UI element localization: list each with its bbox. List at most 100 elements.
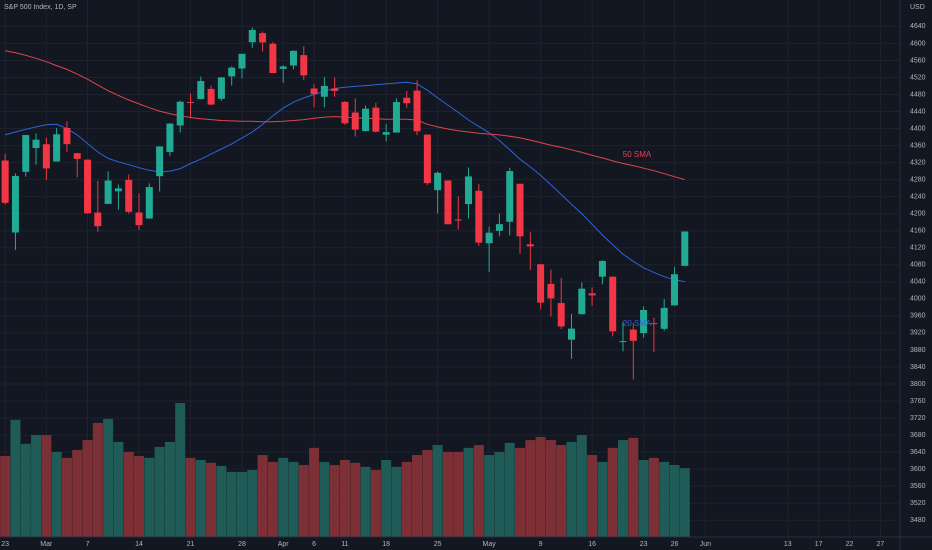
candle-body — [681, 231, 689, 266]
x-tick-label: 21 — [187, 541, 195, 548]
volume-bar — [103, 418, 114, 537]
y-tick-label: 4320 — [910, 159, 926, 166]
y-tick-label: 3840 — [910, 364, 926, 371]
candle-body — [197, 81, 205, 100]
x-tick-label: Mar — [40, 541, 53, 548]
candle-body — [619, 341, 627, 343]
candle-body — [362, 108, 370, 131]
y-tick-label: 4160 — [910, 228, 926, 235]
x-tick-label: May — [483, 541, 497, 548]
volume-bar — [422, 450, 433, 537]
candle-body — [269, 43, 277, 74]
volume-bar — [587, 455, 598, 537]
y-tick-label: 4040 — [910, 279, 926, 286]
y-tick-label: 4120 — [910, 245, 926, 252]
volume-bar — [412, 455, 423, 537]
volume-bar — [144, 457, 155, 537]
chart-title: S&P 500 Index, 1D, SP — [4, 4, 77, 11]
volume-bar — [257, 455, 268, 537]
candle-body — [104, 180, 112, 204]
x-tick-label: 13 — [784, 541, 792, 548]
x-tick-label: 27 — [877, 541, 885, 548]
candle-body — [228, 67, 236, 77]
candle-body — [526, 244, 534, 247]
volume-bar — [195, 460, 206, 537]
volume-bar — [535, 436, 546, 537]
candles — [1, 27, 689, 380]
candle-body — [568, 328, 576, 340]
y-tick-label: 4480 — [910, 91, 926, 98]
volume-bar — [206, 462, 217, 537]
volume-pane — [0, 402, 690, 537]
candle-body — [135, 212, 143, 226]
candle-body — [331, 88, 339, 91]
volume-bar — [41, 435, 52, 537]
volume-bar — [370, 469, 381, 537]
x-tick-label: 28 — [238, 541, 246, 548]
candle-body — [495, 224, 503, 231]
volume-bar — [236, 471, 247, 537]
candle-body — [176, 101, 184, 126]
candle-body — [145, 187, 153, 219]
volume-bar — [185, 457, 196, 537]
candle-body — [392, 102, 400, 133]
candle-body — [650, 323, 658, 325]
y-tick-label: 4440 — [910, 108, 926, 115]
volume-bar — [154, 446, 165, 537]
volume-bar — [350, 462, 361, 537]
volume-bar — [494, 451, 505, 537]
candle-body — [547, 283, 555, 299]
y-tick-label: 4600 — [910, 40, 926, 47]
x-tick-label: 6 — [312, 541, 316, 548]
candle-body — [537, 264, 545, 303]
x-tick-label: 23 — [1, 541, 9, 548]
candle-body — [125, 179, 133, 212]
candle-body — [289, 50, 297, 66]
volume-bar — [123, 451, 134, 537]
x-tick-label: Apr — [278, 541, 290, 548]
volume-bar — [319, 461, 330, 537]
axes: 3480 3520 3560 3600 3640 3680 3720 3760 3800 3840… — [1, 23, 925, 548]
candle-body — [73, 153, 81, 159]
volume-bar — [51, 451, 62, 537]
candle-body — [248, 29, 256, 43]
volume-bar — [432, 445, 443, 537]
volume-bar — [329, 465, 340, 537]
volume-bar — [164, 441, 175, 537]
volume-bar — [20, 443, 31, 537]
volume-bar — [525, 440, 536, 537]
volume-bar — [216, 465, 227, 537]
candle-body — [516, 183, 524, 237]
candle-body — [63, 128, 71, 145]
y-tick-label: 4640 — [910, 23, 926, 30]
candle-body — [351, 112, 359, 130]
x-tick-label: 9 — [539, 541, 543, 548]
candle-body — [609, 276, 617, 332]
volume-bar — [113, 441, 124, 537]
x-tick-label: 17 — [815, 541, 823, 548]
sma-line — [4, 81, 685, 283]
x-tick-label: Jun — [700, 541, 711, 548]
y-tick-label: 4520 — [910, 74, 926, 81]
y-tick-label: 4000 — [910, 296, 926, 303]
candle-body — [11, 175, 19, 233]
candle-body — [279, 66, 287, 69]
candle-body — [320, 85, 328, 97]
y-tick-label: 3720 — [910, 415, 926, 422]
volume-bar — [515, 447, 526, 537]
candle-body — [156, 146, 164, 177]
volume-bar — [72, 450, 83, 537]
candle-body — [557, 303, 565, 327]
candle-body — [403, 97, 411, 104]
candle-body — [310, 88, 318, 94]
volume-bar — [339, 460, 350, 537]
candle-body — [465, 176, 473, 205]
candle-body — [53, 134, 61, 162]
candle-body — [42, 144, 50, 169]
y-tick-label: 3480 — [910, 517, 926, 524]
volume-bar — [545, 440, 556, 537]
y-tick-label: 3600 — [910, 466, 926, 473]
candle-body — [485, 232, 493, 244]
candle-body — [187, 101, 195, 103]
